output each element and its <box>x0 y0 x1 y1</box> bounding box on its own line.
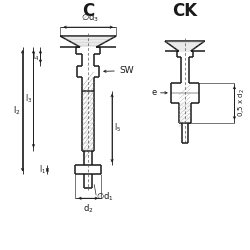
Text: l$_2$: l$_2$ <box>13 104 20 117</box>
Text: l$_4$: l$_4$ <box>32 50 40 63</box>
Text: e: e <box>152 88 157 97</box>
Text: $\varnothing$d$_3$: $\varnothing$d$_3$ <box>81 12 99 24</box>
Text: $\varnothing$d$_1$: $\varnothing$d$_1$ <box>96 190 114 202</box>
Text: C: C <box>82 2 94 20</box>
Text: l$_5$: l$_5$ <box>114 122 121 134</box>
Text: l$_1$: l$_1$ <box>39 164 46 176</box>
Text: CK: CK <box>172 2 197 20</box>
Text: l$_3$: l$_3$ <box>25 92 32 105</box>
Text: d$_2$: d$_2$ <box>83 202 94 215</box>
Text: 0,5 x d$_2$: 0,5 x d$_2$ <box>236 88 246 117</box>
Text: SW: SW <box>119 66 134 76</box>
